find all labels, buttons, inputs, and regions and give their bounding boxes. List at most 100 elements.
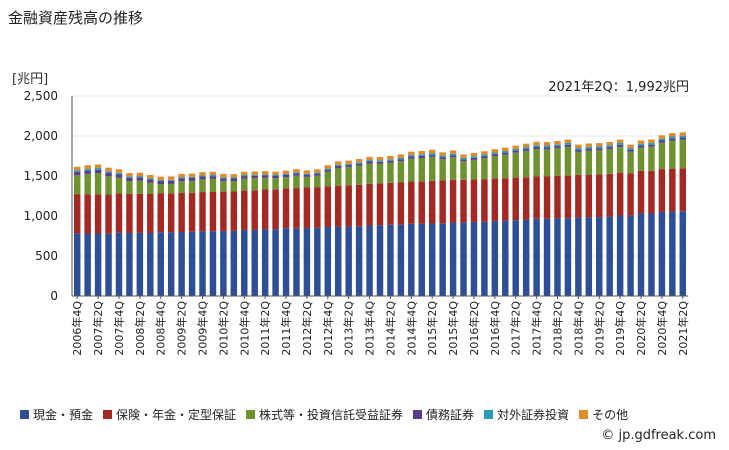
bar-segment-foreign	[502, 151, 509, 153]
bar-segment-stocks	[533, 149, 540, 177]
bar-segment-foreign	[481, 154, 488, 157]
bar-segment-foreign	[167, 179, 175, 181]
bar-segment-cash	[648, 213, 655, 296]
bar-stack	[324, 165, 332, 296]
bar-segment-insurance	[199, 192, 206, 232]
bar-segment-foreign	[669, 136, 676, 139]
bar-segment-insurance	[554, 175, 561, 219]
bar-segment-stocks	[324, 171, 332, 187]
bar-segment-stocks	[199, 179, 206, 193]
bar-segment-insurance	[220, 191, 227, 231]
bar-stack	[512, 145, 519, 296]
bar-segment-foreign	[261, 174, 269, 176]
bar-segment-insurance	[387, 182, 394, 225]
bar-segment-other	[679, 132, 687, 136]
legend-item-bonds: 債務証券	[413, 406, 474, 423]
bar-stack	[408, 151, 415, 296]
bar-segment-stocks	[554, 148, 561, 176]
bar-segment-bonds	[679, 137, 687, 140]
bar-segment-bonds	[658, 140, 666, 143]
bar-segment-foreign	[439, 155, 446, 158]
x-tick-label: 2016年2Q	[467, 301, 481, 356]
bar-segment-foreign	[115, 172, 123, 175]
bar-stack	[366, 156, 373, 296]
bar-segment-foreign	[491, 152, 499, 155]
legend-item-foreign: 対外証券投資	[484, 406, 569, 423]
bar-stack	[303, 170, 311, 296]
bar-segment-cash	[428, 223, 436, 296]
bar-stack	[637, 140, 645, 296]
bar-segment-other	[335, 161, 342, 165]
bar-segment-cash	[209, 231, 217, 296]
bar-segment-cash	[136, 232, 144, 296]
bar-segment-bonds	[376, 161, 384, 164]
bar-segment-stocks	[460, 161, 467, 180]
x-tick-label: 2021年2Q	[676, 301, 690, 356]
bar-stack	[293, 169, 300, 296]
bar-segment-other	[658, 135, 666, 139]
bar-segment-cash	[230, 230, 238, 296]
bar-segment-cash	[449, 222, 457, 296]
bar-segment-stocks	[178, 181, 185, 193]
x-tick-label: 2010年2Q	[216, 301, 230, 356]
bar-segment-other	[543, 142, 551, 146]
legend-item-cash: 現金・預金	[20, 406, 93, 423]
bar-segment-bonds	[522, 148, 530, 151]
x-tick-label: 2018年4Q	[571, 301, 585, 356]
bar-segment-stocks	[470, 159, 478, 180]
bar-stack	[564, 139, 572, 296]
bar-segment-foreign	[596, 146, 603, 149]
bar-segment-stocks	[669, 140, 676, 169]
bar-segment-stocks	[84, 173, 91, 195]
bar-segment-insurance	[627, 173, 634, 216]
bar-segment-cash	[84, 233, 91, 296]
bar-stack	[658, 135, 666, 296]
bar-segment-bonds	[564, 144, 572, 147]
bar-segment-stocks	[512, 152, 519, 178]
bar-segment-insurance	[241, 190, 248, 230]
legend-swatch	[413, 410, 423, 419]
legend-label: 対外証券投資	[497, 408, 570, 422]
bar-segment-insurance	[408, 181, 415, 224]
x-tick-label: 2016年4Q	[488, 301, 502, 356]
bar-segment-other	[648, 139, 655, 143]
bar-stack	[241, 171, 248, 296]
bar-segment-foreign	[157, 180, 164, 182]
bar-segment-insurance	[293, 188, 300, 229]
bar-segment-stocks	[658, 142, 666, 170]
x-tick-label: 2015年2Q	[425, 301, 439, 356]
bar-segment-cash	[596, 217, 603, 296]
bar-segment-foreign	[126, 176, 133, 178]
bar-segment-foreign	[178, 177, 185, 179]
bar-segment-foreign	[251, 174, 258, 176]
bar-segment-other	[439, 152, 446, 156]
axis-layer: 0 500 1,000 1,500 2,000 2,500 2006年4Q 2007年2Q 20…	[24, 89, 690, 356]
bar-segment-stocks	[428, 156, 436, 181]
bar-segment-cash	[282, 228, 290, 296]
bar-segment-other	[345, 160, 352, 164]
bar-segment-stocks	[345, 167, 352, 186]
bar-stack	[606, 141, 613, 296]
bar-segment-cash	[147, 233, 154, 296]
bar-segment-insurance	[345, 185, 352, 227]
legend-swatch	[484, 410, 494, 419]
bar-segment-stocks	[73, 175, 81, 195]
bar-segment-other	[115, 169, 123, 173]
bar-segment-insurance	[366, 183, 373, 226]
bar-segment-insurance	[105, 194, 112, 234]
bar-segment-cash	[387, 224, 394, 296]
bar-segment-bonds	[335, 165, 342, 168]
bar-segment-bonds	[209, 176, 217, 179]
bar-segment-insurance	[481, 179, 488, 222]
bar-stack	[460, 154, 467, 296]
x-tick-label: 2011年2Q	[258, 301, 272, 356]
bar-stack	[669, 133, 676, 296]
bar-segment-stocks	[241, 178, 248, 191]
bar-segment-stocks	[606, 149, 613, 174]
bar-segment-cash	[502, 220, 509, 296]
bar-segment-insurance	[418, 181, 425, 224]
bar-segment-cash	[616, 215, 624, 296]
bar-segment-foreign	[73, 170, 81, 173]
bar-segment-cash	[73, 233, 81, 296]
bar-segment-stocks	[147, 182, 154, 194]
